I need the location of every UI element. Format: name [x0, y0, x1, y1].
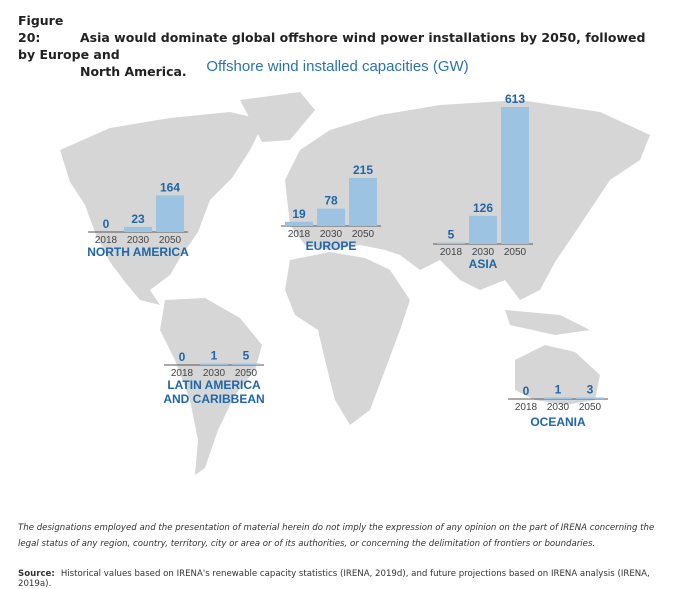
figure-caption: Figure 20: Asia would dominate global off… [18, 12, 658, 80]
year-label: 2030 [127, 235, 150, 246]
value-label: 1 [211, 349, 218, 363]
year-label: 2030 [472, 247, 495, 258]
value-label: 19 [292, 207, 306, 221]
indonesia-shape [505, 310, 590, 335]
bar [124, 226, 152, 232]
value-label: 23 [131, 212, 145, 226]
value-label: 215 [353, 163, 373, 177]
value-label: 126 [473, 201, 493, 215]
value-label: 3 [587, 383, 594, 397]
bar [576, 397, 604, 399]
greenland-shape [240, 92, 315, 142]
year-label: 2050 [579, 402, 602, 413]
caption-line2: North America. [80, 64, 187, 79]
value-label: 0 [179, 350, 186, 364]
disclaimer: The designations employed and the presen… [18, 523, 655, 549]
south-america-shape [160, 298, 262, 475]
bar [232, 363, 260, 365]
figure-number: Figure 20: [18, 13, 64, 45]
value-label: 613 [505, 92, 525, 106]
region-label: EUROPE [306, 239, 357, 253]
bar [349, 177, 377, 226]
bar [156, 195, 184, 232]
region-label: LATIN AMERICA [167, 378, 261, 392]
region-label: OCEANIA [530, 415, 586, 429]
region-label: NORTH AMERICA [87, 245, 189, 259]
africa-shape [285, 252, 410, 425]
year-label: 2018 [95, 235, 118, 246]
value-label: 78 [324, 194, 338, 208]
source-label: Source: [18, 569, 55, 579]
year-label: 2030 [320, 229, 343, 240]
value-label: 1 [555, 383, 562, 397]
bar [317, 208, 345, 226]
region-label: ASIA [469, 257, 498, 271]
source-note: Source: Historical values based on IRENA'… [18, 569, 675, 589]
value-label: 0 [103, 217, 110, 231]
bar [437, 242, 465, 244]
bar [469, 215, 497, 244]
value-label: 164 [160, 180, 180, 194]
europe-asia-shape [285, 100, 650, 300]
year-label: 2050 [352, 229, 375, 240]
value-label: 5 [448, 228, 455, 242]
bar [501, 107, 529, 244]
bar [200, 363, 228, 365]
australia-shape [515, 345, 600, 405]
year-label: 2050 [235, 368, 258, 379]
bar [285, 221, 313, 226]
year-label: 2018 [440, 247, 463, 258]
value-label: 5 [243, 349, 250, 363]
year-label: 2050 [159, 235, 182, 246]
year-label: 2018 [515, 402, 538, 413]
year-label: 2050 [504, 247, 527, 258]
year-label: 2030 [203, 368, 226, 379]
source-text: Historical values based on IRENA's renew… [18, 569, 650, 589]
region-label: AND CARIBBEAN [163, 392, 264, 406]
caption-line1: Asia would dominate global offshore wind… [18, 30, 646, 62]
value-label: 0 [523, 384, 530, 398]
year-label: 2018 [171, 368, 194, 379]
bar [544, 397, 572, 399]
year-label: 2018 [288, 229, 311, 240]
chart-title: Offshore wind installed capacities (GW) [206, 58, 469, 75]
year-label: 2030 [547, 402, 570, 413]
